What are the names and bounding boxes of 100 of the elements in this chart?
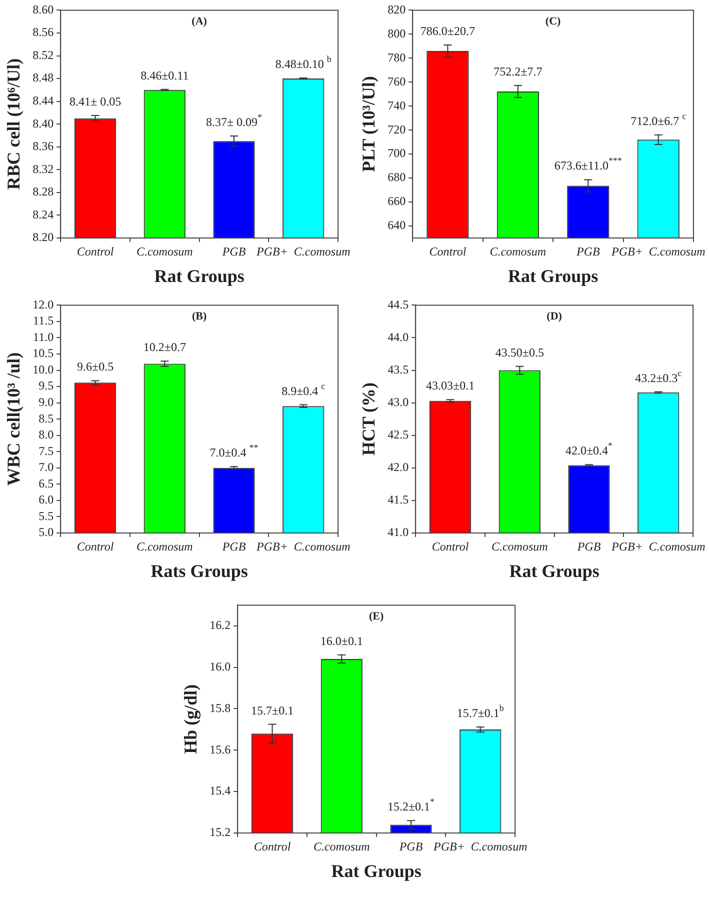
y-tick-label: 11.5 bbox=[33, 314, 54, 328]
data-label: 712.0±6.7 c bbox=[630, 110, 686, 128]
y-tick-label: 5.0 bbox=[38, 525, 54, 540]
data-label: 9.6±0.5 bbox=[76, 360, 114, 374]
y-tick-label: 15.2 bbox=[210, 825, 231, 840]
x-tick-label: Control bbox=[432, 539, 470, 554]
data-label: 10.2±0.7 bbox=[143, 340, 186, 354]
x-tick-label: PGB+ C.comosum bbox=[610, 539, 706, 554]
x-tick-label: PGB bbox=[221, 244, 246, 258]
data-label: 16.0±0.1 bbox=[320, 634, 363, 648]
y-tick-label: 41.5 bbox=[388, 492, 409, 507]
y-tick-label: 16.2 bbox=[210, 618, 231, 632]
x-tick-label: C.comosum bbox=[136, 244, 194, 258]
data-label: 786.0±20.7 bbox=[420, 24, 476, 38]
y-tick-label: 8.40 bbox=[32, 116, 54, 130]
y-tick-label: 660 bbox=[388, 194, 406, 208]
data-label: 43.03±0.1 bbox=[426, 378, 475, 393]
data-label: 42.0±0.4* bbox=[565, 440, 614, 458]
y-tick-label: 11.0 bbox=[33, 330, 54, 344]
x-tick-label: Control bbox=[76, 539, 114, 554]
data-label: 15.7±0.1 bbox=[250, 703, 294, 718]
y-tick-label: 8.32 bbox=[32, 162, 54, 176]
x-tick-label: PGB+ C.comosum bbox=[255, 244, 351, 258]
x-tick-label: PGB+ C.comosum bbox=[255, 539, 351, 554]
text: (A) bbox=[192, 16, 208, 28]
y-axis-title: RBC cell (10⁶/Ul) bbox=[3, 58, 24, 190]
y-tick-label: 9.0 bbox=[38, 394, 54, 409]
data-label: 15.2±0.1* bbox=[387, 796, 436, 814]
data-label: 752.2±7.7 bbox=[494, 64, 542, 78]
x-tick-label: Control bbox=[429, 244, 467, 258]
y-tick-label: 43.0 bbox=[388, 394, 409, 409]
x-tick-label: PGB+ C.comosum bbox=[432, 839, 528, 854]
y-tick-label: 5.5 bbox=[38, 508, 54, 523]
y-tick-label: 8.60 bbox=[32, 2, 54, 16]
y-tick-label: 6.5 bbox=[38, 476, 54, 490]
y-tick-label: 640 bbox=[388, 218, 406, 232]
data-label: 8.9±0.4 c bbox=[282, 380, 326, 398]
x-axis-title: Rat Groups bbox=[331, 860, 422, 881]
text: (E) bbox=[368, 610, 384, 623]
x-axis-title: Rat Groups bbox=[508, 266, 598, 286]
text: (D) bbox=[546, 310, 562, 323]
y-tick-label: 42.5 bbox=[388, 428, 409, 442]
y-tick-label: 8.20 bbox=[32, 230, 54, 244]
data-label: 8.48±0.10 b bbox=[275, 54, 332, 71]
y-axis-title: WBC cell(10³ /ul) bbox=[3, 352, 24, 486]
y-tick-label: 8.52 bbox=[32, 48, 54, 62]
y-tick-label: 740 bbox=[388, 98, 406, 112]
y-axis-title: HCT (%) bbox=[358, 382, 378, 456]
y-tick-label: 10.5 bbox=[32, 346, 54, 360]
y-tick-label: 10.0 bbox=[32, 362, 54, 376]
data-label: 8.46±0.11 bbox=[140, 68, 189, 82]
y-tick-label: 43.5 bbox=[388, 362, 409, 376]
y-tick-label: 8.5 bbox=[38, 411, 54, 426]
y-tick-label: 15.4 bbox=[210, 784, 231, 798]
y-tick-label: 720 bbox=[388, 122, 406, 136]
x-tick-label: Control bbox=[254, 839, 292, 854]
x-tick-label: C.comosum bbox=[136, 539, 194, 554]
x-tick-label: C.comosum bbox=[313, 839, 370, 854]
y-tick-label: 820 bbox=[388, 2, 406, 16]
data-label: 43.50±0.5 bbox=[495, 345, 544, 360]
y-tick-label: 780 bbox=[388, 50, 406, 64]
y-tick-label: 8.36 bbox=[32, 139, 54, 154]
y-tick-label: 8.28 bbox=[32, 184, 54, 199]
y-tick-label: 15.6 bbox=[210, 742, 231, 756]
y-tick-label: 700 bbox=[388, 146, 406, 160]
y-tick-label: 9.5 bbox=[38, 378, 54, 393]
x-tick-label: PGB bbox=[575, 244, 600, 258]
x-axis-title: Rats Groups bbox=[150, 560, 248, 581]
x-tick-label: PGB bbox=[576, 539, 602, 554]
x-tick-label: PGB bbox=[398, 839, 424, 854]
y-tick-label: 6.0 bbox=[38, 492, 54, 507]
data-label: 7.0±0.4 ** bbox=[210, 442, 259, 460]
y-tick-label: 15.8 bbox=[210, 700, 231, 715]
y-tick-label: 800 bbox=[388, 26, 406, 40]
x-tick-label: PGB bbox=[221, 539, 246, 554]
y-tick-label: 44.5 bbox=[388, 297, 409, 312]
x-tick-label: C.comosum bbox=[490, 244, 546, 258]
y-tick-label: 8.56 bbox=[32, 25, 54, 40]
y-tick-label: 41.0 bbox=[388, 525, 409, 540]
text: (B) bbox=[192, 310, 207, 323]
x-tick-label: C.comosum bbox=[491, 539, 548, 554]
data-label: 8.37± 0.09* bbox=[206, 112, 263, 130]
y-tick-label: 680 bbox=[388, 170, 406, 184]
x-axis-title: Rat Groups bbox=[154, 266, 244, 286]
y-tick-label: 7.0 bbox=[38, 460, 54, 474]
y-axis-title: PLT (10³/Ul) bbox=[358, 76, 378, 172]
data-label: 8.41± 0.05 bbox=[69, 94, 122, 109]
y-tick-label: 8.48 bbox=[32, 70, 54, 85]
x-axis-title: Rat Groups bbox=[509, 560, 600, 581]
y-axis-title: Hb (g/dl) bbox=[180, 684, 200, 754]
y-tick-label: 760 bbox=[388, 74, 406, 88]
data-label: 673.6±11.0*** bbox=[554, 156, 622, 173]
y-tick-label: 12.0 bbox=[32, 297, 54, 312]
y-tick-label: 42.0 bbox=[388, 460, 409, 474]
x-tick-label: Control bbox=[76, 244, 114, 258]
y-tick-label: 16.0 bbox=[210, 659, 231, 674]
x-tick-label: PGB+ C.comosum bbox=[610, 244, 706, 258]
y-tick-label: 44.0 bbox=[388, 330, 409, 344]
y-tick-label: 8.0 bbox=[38, 428, 54, 442]
y-tick-label: 7.5 bbox=[38, 444, 54, 458]
